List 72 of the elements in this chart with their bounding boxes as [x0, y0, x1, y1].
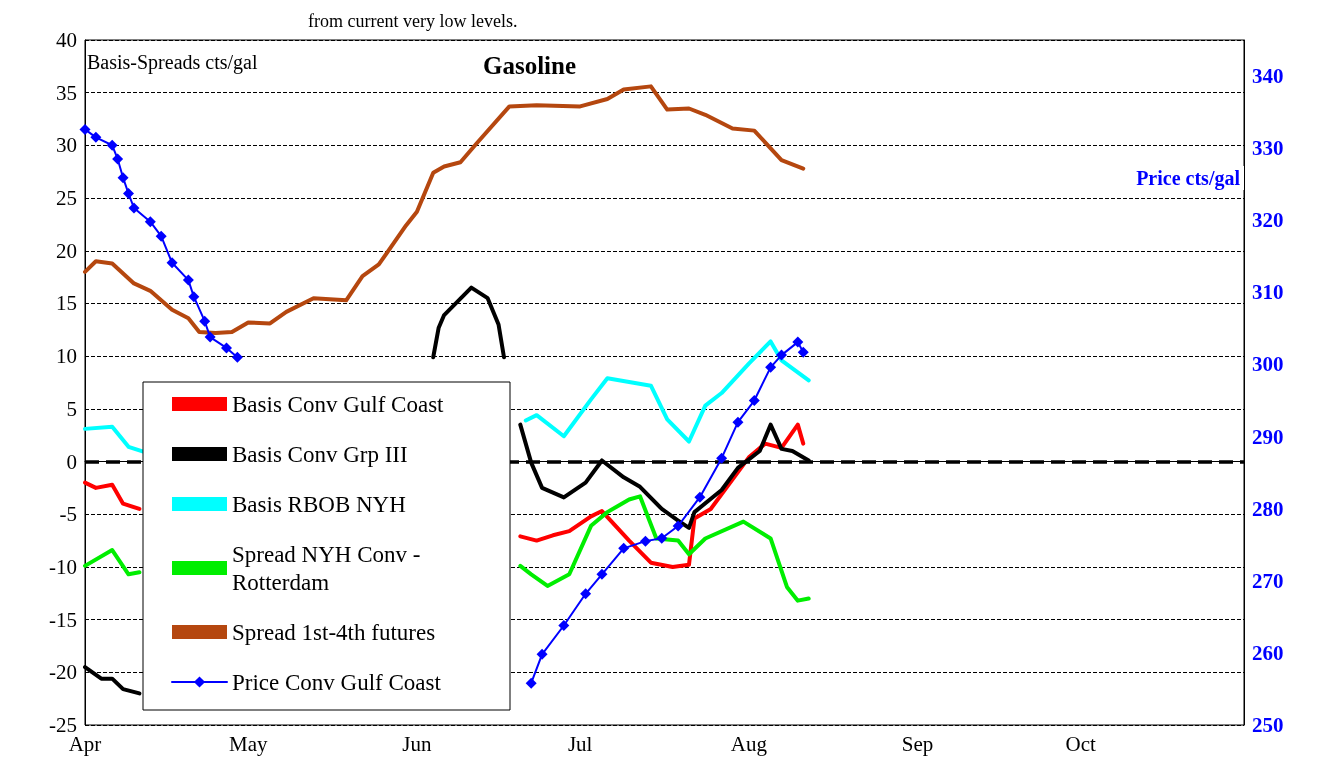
point	[672, 520, 684, 532]
point	[618, 542, 630, 554]
y2-tick-label: 270	[1252, 568, 1284, 593]
point	[117, 172, 129, 184]
point	[765, 361, 777, 373]
point	[580, 588, 592, 600]
point	[166, 257, 178, 269]
y-tick-label: -15	[49, 607, 77, 632]
y2-tick-label: 290	[1252, 424, 1284, 449]
x-tick-label: Aug	[730, 731, 768, 756]
point	[558, 619, 570, 631]
point	[128, 202, 140, 214]
legend-label: Basis Conv Gulf Coast	[232, 391, 445, 417]
y2-tick-label: 310	[1252, 280, 1284, 305]
x-tick-label: May	[228, 731, 268, 756]
x-tick-label: Jul	[567, 731, 593, 756]
point	[716, 452, 728, 464]
y-tick-label: 35	[56, 80, 77, 105]
point	[775, 349, 787, 361]
x-tick-label: Jun	[402, 731, 432, 756]
point	[732, 416, 744, 428]
y-axis-title: Basis-Spreads cts/gal	[87, 51, 258, 74]
point	[536, 648, 548, 660]
point	[199, 315, 211, 327]
legend-label: Price Conv Gulf Coast	[232, 669, 442, 695]
y2-tick-label: 260	[1252, 640, 1284, 665]
y-tick-label: 15	[56, 291, 77, 316]
y-tick-label: 10	[56, 344, 77, 369]
text: Gasoline	[483, 52, 577, 79]
y2-tick-label: 300	[1252, 352, 1284, 377]
legend-label: Spread NYH Conv - Rotterdam	[232, 541, 427, 595]
point	[656, 532, 668, 544]
point	[155, 230, 167, 242]
y-tick-label: 25	[56, 186, 77, 211]
point	[182, 274, 194, 286]
y-tick-label: -5	[59, 502, 77, 527]
legend-label: Basis RBOB NYH	[232, 491, 406, 517]
point	[792, 336, 804, 348]
y2-tick-label: 340	[1252, 64, 1284, 89]
legend-label: Basis Conv Grp III	[232, 441, 408, 467]
y-tick-label: 0	[66, 449, 77, 474]
point	[639, 535, 651, 547]
y2-axis-title: Price cts/gal	[1136, 167, 1241, 190]
x-tick-label: Sep	[901, 731, 934, 756]
y2-tick-label: 330	[1252, 136, 1284, 161]
point	[144, 216, 156, 228]
y-tick-label: -10	[49, 554, 77, 579]
y-tick-label: 20	[56, 238, 77, 263]
y-tick-label: 40	[56, 28, 77, 52]
point	[596, 568, 608, 580]
y2-tick-label: 320	[1252, 208, 1284, 233]
point	[123, 188, 135, 200]
y2-tick-label: 280	[1252, 496, 1284, 521]
point	[79, 123, 91, 135]
point	[204, 331, 216, 343]
point	[188, 291, 200, 303]
y-tick-label: 5	[66, 396, 77, 421]
point	[106, 139, 118, 151]
legend-label: Spread 1st-4th futures	[232, 619, 436, 645]
point	[525, 677, 537, 689]
y-tick-label: 30	[56, 133, 77, 158]
point	[797, 346, 809, 358]
point	[220, 342, 232, 354]
x-tick-label: Oct	[1065, 731, 1097, 756]
point	[694, 491, 706, 503]
y2-tick-label: 250	[1252, 713, 1284, 737]
point	[112, 153, 124, 165]
text: from current very low levels.	[308, 11, 518, 31]
y-tick-label: -20	[49, 660, 77, 685]
point	[90, 131, 102, 143]
point	[748, 395, 760, 407]
point	[231, 351, 243, 363]
